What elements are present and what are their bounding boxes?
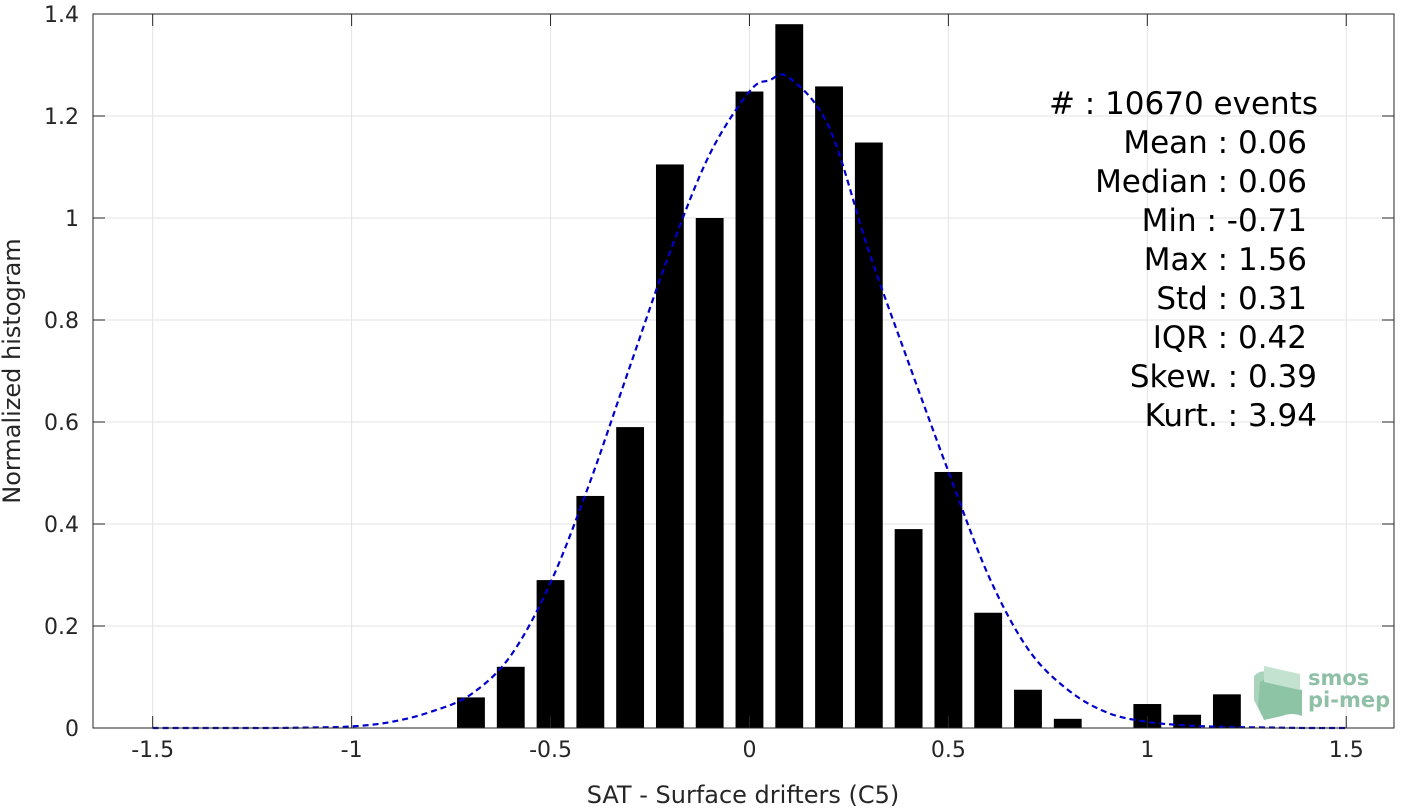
- plot-frame: [92, 13, 1395, 729]
- y-tick-label: 0.6: [44, 411, 79, 436]
- x-tick-label: -1.5: [131, 738, 174, 763]
- histogram-bar: [894, 529, 923, 728]
- histogram-bar: [576, 495, 605, 728]
- stat-line: # : 10670 events: [1049, 86, 1318, 122]
- y-tick-label: 0.4: [44, 513, 79, 538]
- stat-line: Median : 0.06: [1095, 164, 1307, 200]
- stat-line: IQR : 0.42: [1153, 320, 1307, 356]
- histogram-bar: [854, 142, 883, 728]
- x-tick-label: 0.5: [931, 738, 966, 763]
- histogram-bar: [1212, 694, 1241, 728]
- y-tick-labels: 0 0.2 0.4 0.6 0.8 1 1.2 1.4: [44, 3, 79, 742]
- x-tick-label: 1: [1140, 738, 1154, 763]
- histogram-bar: [775, 24, 804, 728]
- histogram-bars: [457, 24, 1241, 729]
- y-tick-label: 1: [65, 207, 79, 232]
- x-tick-label: -1: [341, 738, 363, 763]
- histogram-bar: [1173, 714, 1202, 728]
- stat-line: Kurt. : 3.94: [1145, 398, 1317, 434]
- stat-line: Min : -0.71: [1142, 203, 1307, 239]
- x-tick-labels: -1.5 -1 -0.5 0 0.5 1 1.5: [131, 738, 1364, 763]
- histogram-bar: [934, 471, 963, 728]
- histogram-bar: [496, 666, 525, 728]
- stat-line: Mean : 0.06: [1123, 125, 1307, 161]
- y-tick-label: 1.4: [44, 3, 79, 28]
- histogram-bar: [974, 612, 1003, 728]
- y-tick-label: 0.2: [44, 615, 79, 640]
- logo-line2: pi-mep: [1308, 688, 1390, 712]
- histogram-bar: [1053, 718, 1082, 728]
- histogram-bar: [695, 218, 724, 728]
- y-tick-label: 0.8: [44, 309, 79, 334]
- logo-line1: smos: [1308, 666, 1369, 690]
- y-tick-label: 0: [65, 717, 79, 742]
- histogram-bar: [536, 580, 565, 728]
- smos-pi-mep-logo: smos pi-mep: [1254, 666, 1390, 720]
- stat-line: Max : 1.56: [1144, 242, 1307, 278]
- logo-wave-icon: [1254, 666, 1302, 720]
- histogram-bar: [616, 427, 645, 728]
- histogram-bar: [1014, 689, 1042, 728]
- x-tick-label: 0: [742, 738, 756, 763]
- x-tick-label: -0.5: [529, 738, 572, 763]
- y-axis-title: Normalized histogram: [0, 238, 26, 503]
- histogram-bar: [457, 697, 485, 728]
- histogram-bar: [815, 86, 843, 729]
- stat-line: Skew. : 0.39: [1130, 359, 1317, 395]
- histogram-bar: [735, 91, 764, 728]
- x-axis-title: SAT - Surface drifters (C5): [587, 781, 900, 809]
- axis-ticks: [93, 13, 1394, 729]
- y-tick-label: 1.2: [44, 105, 79, 130]
- histogram-bar: [655, 164, 684, 728]
- x-tick-label: 1.5: [1329, 738, 1364, 763]
- stat-line: Std : 0.31: [1156, 281, 1307, 317]
